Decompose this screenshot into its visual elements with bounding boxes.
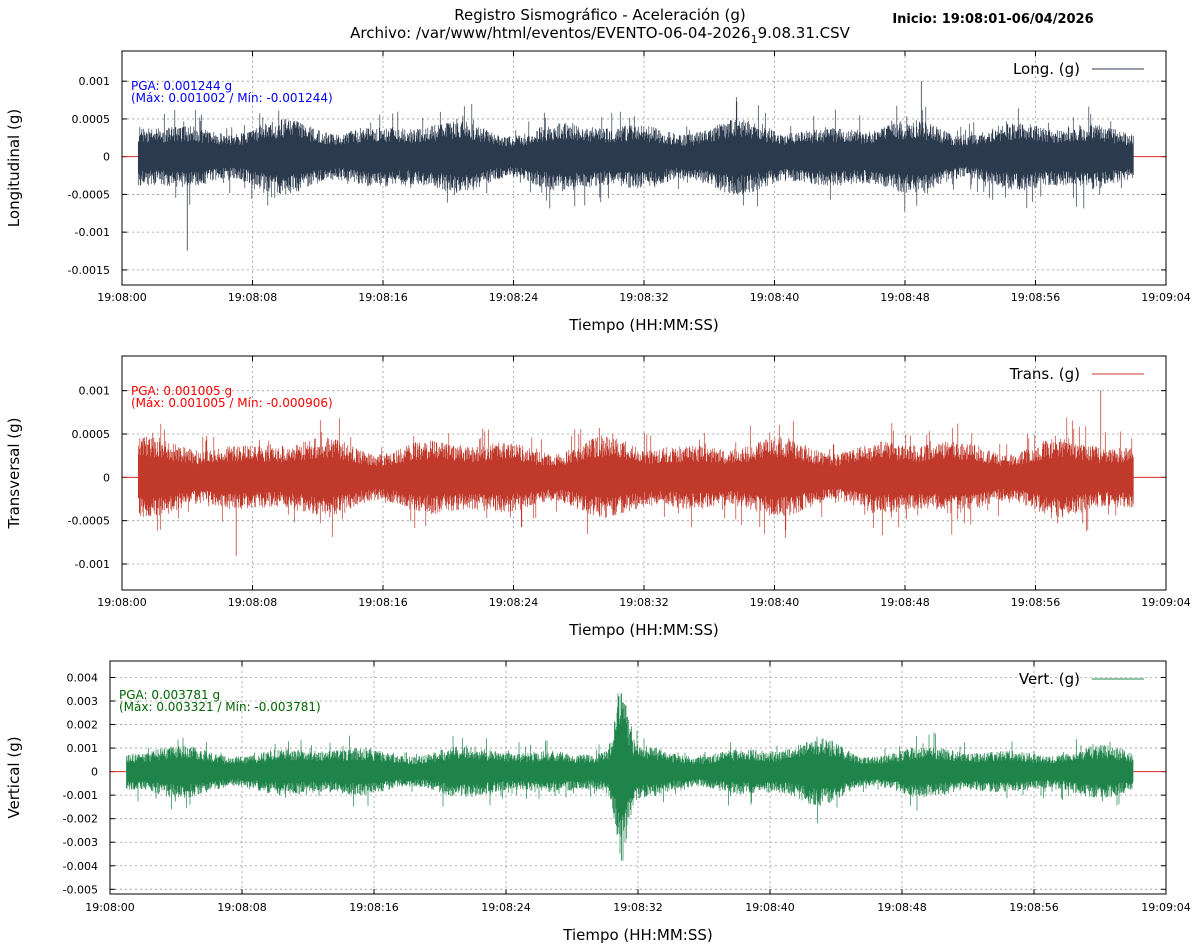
y-tick-label: 0.0005 [72,428,111,441]
x-tick-label: 19:08:08 [217,901,266,914]
plot-frame [121,355,1167,591]
y-tick-label: -0.0015 [68,264,110,277]
x-tick-label: 19:09:04 [1141,291,1190,304]
chart-panel-long: 19:08:00 19:08:08 19:08:16 19:08:24 19:08:32… [5,50,1191,334]
legend-label: Long. (g) [1013,60,1080,78]
y-tick-label: -0.001 [75,226,110,239]
chart-panel-vert: 19:08:00 19:08:08 19:08:16 19:08:24 19:08:32… [5,660,1191,944]
max-min-annotation: (Máx: 0.001005 / Mín: -0.000906) [131,396,333,410]
y-tick-label: 0.001 [79,75,111,88]
y-tick-label: -0.005 [63,883,98,896]
x-tick-label: 19:08:24 [489,291,538,304]
max-min-annotation: (Máx: 0.003321 / Mín: -0.003781) [119,700,321,714]
x-tick-label: 19:08:32 [613,901,662,914]
x-tick-label: 19:08:08 [228,291,277,304]
x-tick-label: 19:08:32 [619,291,668,304]
y-tick-label: 0 [103,151,110,164]
y-tick-label: -0.004 [63,860,98,873]
legend: Long. (g) [1013,60,1144,78]
x-tick-label: 19:08:00 [97,291,146,304]
y-tick-label: 0.004 [67,671,99,684]
y-axis-label: Vertical (g) [5,736,23,818]
x-tick-label: 19:09:04 [1141,901,1190,914]
y-tick-label: 0 [103,471,110,484]
file-path-prefix: Archivo: /var/www/html/eventos/EVENTO-06… [350,24,751,42]
x-tick-label: 19:08:32 [619,596,668,609]
x-axis-label: Tiempo (HH:MM:SS) [568,316,718,334]
y-tick-label: -0.0005 [68,515,110,528]
y-tick-label: -0.0005 [68,188,110,201]
legend-label: Vert. (g) [1019,670,1080,688]
series-trace-long [137,97,1134,212]
file-path-subscript: 1 [751,33,758,46]
y-tick-label: 0.0005 [72,113,111,126]
y-tick-label: 0 [91,766,98,779]
legend-label: Trans. (g) [1009,365,1080,383]
x-tick-label: 19:08:40 [750,596,799,609]
y-axis-label: Longitudinal (g) [5,109,23,227]
x-tick-label: 19:08:48 [880,596,929,609]
x-tick-label: 19:08:16 [349,901,398,914]
x-tick-label: 19:08:48 [877,901,926,914]
x-tick-label: 19:08:48 [880,291,929,304]
start-info: Inicio: 19:08:01-06/04/2026 [892,12,1093,27]
max-min-annotation: (Máx: 0.001002 / Mín: -0.001244) [131,91,333,105]
x-axis-label: Tiempo (HH:MM:SS) [562,926,712,944]
y-tick-label: -0.001 [75,558,110,571]
y-tick-label: 0.001 [67,742,99,755]
x-tick-label: 19:08:24 [481,901,530,914]
y-tick-label: 0.002 [67,719,99,732]
y-axis-label: Transversal (g) [5,417,23,529]
x-axis-label: Tiempo (HH:MM:SS) [568,621,718,639]
y-tick-label: 0.001 [79,385,111,398]
y-tick-label: -0.001 [63,789,98,802]
x-tick-label: 19:08:00 [97,596,146,609]
y-tick-label: -0.003 [63,836,98,849]
legend: Vert. (g) [1019,670,1144,688]
x-tick-label: 19:08:08 [228,596,277,609]
x-tick-label: 19:08:16 [358,596,407,609]
pga-annotation: PGA: 0.003781 g [119,688,220,702]
chart-panel-trans: 19:08:00 19:08:08 19:08:16 19:08:24 19:08:32… [5,355,1191,639]
x-tick-label: 19:08:56 [1009,901,1058,914]
legend: Trans. (g) [1009,365,1144,383]
y-tick-label: -0.002 [63,813,98,826]
x-tick-label: 19:08:56 [1011,596,1060,609]
pga-annotation: PGA: 0.001244 g [131,79,232,93]
figure-title: Registro Sismográfico - Aceleración (g) [454,6,745,24]
plot-frame [109,660,1167,895]
x-tick-label: 19:08:16 [358,291,407,304]
x-tick-label: 19:08:56 [1011,291,1060,304]
x-tick-label: 19:08:40 [745,901,794,914]
series-trace-vert [126,693,1134,861]
x-tick-label: 19:08:24 [489,596,538,609]
x-tick-label: 19:09:04 [1141,596,1190,609]
series-trace-trans [137,417,1134,538]
file-path-suffix: 9.08.31.CSV [758,24,851,42]
pga-annotation: PGA: 0.001005 g [131,384,232,398]
x-tick-label: 19:08:40 [750,291,799,304]
plot-frame [121,50,1167,286]
y-tick-label: 0.003 [67,695,99,708]
x-tick-label: 19:08:00 [85,901,134,914]
figure-file-title: Archivo: /var/www/html/eventos/EVENTO-06… [350,24,851,46]
